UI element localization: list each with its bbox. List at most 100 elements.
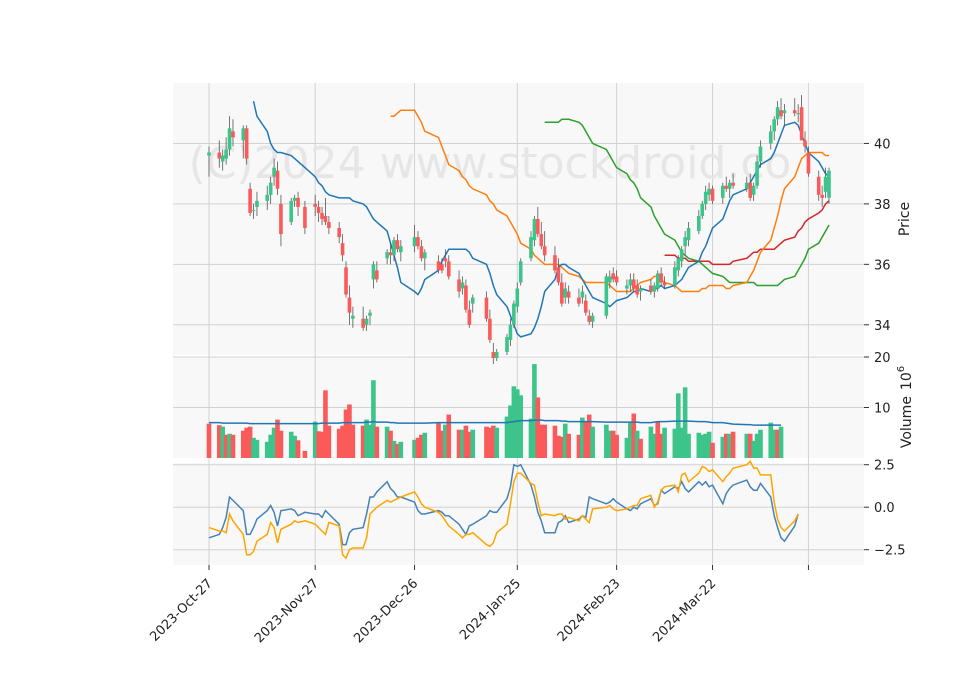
overlay-line-red <box>664 200 830 266</box>
volume-bar <box>446 414 452 458</box>
volume-bar <box>227 433 232 458</box>
candle-body <box>292 197 297 201</box>
candlestick <box>676 255 681 277</box>
candle-body <box>803 140 807 147</box>
volume-bar <box>271 427 277 458</box>
candle-body <box>758 146 763 162</box>
candle-body <box>316 206 321 213</box>
volume-bar <box>264 441 270 458</box>
volume-bar <box>754 433 760 458</box>
volume-bar <box>412 439 417 458</box>
candlestick <box>755 155 759 189</box>
volume-bar <box>559 436 565 458</box>
candlestick <box>563 282 568 304</box>
candlestick <box>220 149 225 171</box>
candlestick <box>268 176 273 204</box>
candlestick <box>347 285 352 325</box>
volume-bar <box>275 419 280 458</box>
candle-body <box>248 188 252 213</box>
candle-body <box>491 351 496 359</box>
volume-bar <box>768 422 774 458</box>
volume-bar <box>583 421 589 458</box>
candle-body <box>303 206 307 229</box>
volume-bar <box>223 434 229 458</box>
candlestick <box>614 270 619 286</box>
candlestick <box>649 279 653 295</box>
candlestick <box>399 240 403 262</box>
candle-body <box>375 270 379 280</box>
price-tick-label: 38 <box>874 198 891 213</box>
candlestick <box>303 200 307 235</box>
candle-body <box>755 161 759 186</box>
candlestick <box>361 306 365 331</box>
candle-body <box>464 285 468 310</box>
candlestick <box>707 182 711 201</box>
candlestick <box>255 191 259 216</box>
candle-body <box>721 185 725 198</box>
candlestick <box>758 140 763 168</box>
oscillator-layer <box>208 460 799 560</box>
candle-body <box>460 282 465 289</box>
overlay-line-blue <box>252 100 830 338</box>
candle-body <box>611 273 615 280</box>
volume-bar <box>655 421 661 458</box>
candle-body <box>351 315 355 319</box>
candle-body <box>673 267 677 286</box>
volume-bar <box>230 434 236 458</box>
volume-bar <box>624 437 630 458</box>
candle-body <box>231 131 235 138</box>
volume-bar <box>439 430 445 458</box>
candle-body <box>505 336 509 352</box>
candlestick <box>289 197 294 226</box>
candle-body <box>659 273 663 283</box>
volume-bar <box>775 429 780 458</box>
candle-body <box>268 182 273 195</box>
candlestick <box>796 104 800 123</box>
volume-bar <box>350 424 356 458</box>
volume-bar <box>631 413 637 458</box>
candle-body <box>806 152 811 174</box>
candlestick <box>775 101 780 126</box>
candle-body <box>707 188 711 195</box>
candle-body <box>440 264 444 271</box>
volume-bar <box>419 434 424 458</box>
volume-bar <box>720 436 726 458</box>
volume-bar <box>343 409 349 458</box>
candle-body <box>313 203 317 207</box>
volume-bar <box>254 439 260 458</box>
candle-body <box>820 194 824 198</box>
candle-body <box>631 279 636 289</box>
candle-body <box>484 297 489 319</box>
candle-body <box>289 200 294 223</box>
candlestick <box>224 137 228 165</box>
oscillator-line-1 <box>208 463 799 546</box>
volume-bar <box>494 427 500 458</box>
candle-body <box>385 252 389 259</box>
volume-bar <box>371 380 376 458</box>
candlestick <box>375 261 379 283</box>
candle-body <box>224 149 228 159</box>
candle-body <box>731 182 735 186</box>
candlestick <box>368 309 372 325</box>
candlestick <box>751 182 756 201</box>
candlestick <box>464 279 468 313</box>
candle-body <box>607 276 612 283</box>
candle-body <box>227 128 232 150</box>
volume-bar <box>374 426 380 458</box>
volume-bar <box>710 442 715 458</box>
candle-body <box>676 258 681 271</box>
candlestick <box>423 249 427 271</box>
candle-body <box>751 185 756 195</box>
candlestick <box>604 273 609 319</box>
candle-body <box>649 285 653 292</box>
volume-bar <box>312 421 318 458</box>
candlestick <box>488 309 492 343</box>
volume-bar <box>268 434 273 458</box>
volume-bar <box>758 429 763 458</box>
candle-body <box>583 300 588 313</box>
volume-bar <box>364 419 369 458</box>
volume-bar <box>528 418 534 458</box>
volume-bar <box>562 423 568 458</box>
candlestick <box>779 98 783 120</box>
x-tick-label: 2024-Feb-23 <box>555 576 624 645</box>
